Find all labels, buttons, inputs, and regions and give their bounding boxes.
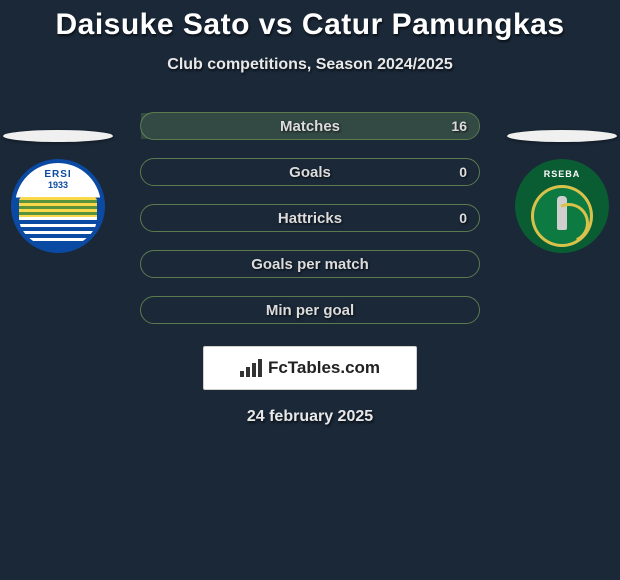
club-badge-left: ERSI 1933 — [11, 159, 105, 253]
generated-date: 24 february 2025 — [0, 408, 620, 426]
club-badge-right-inner — [531, 185, 593, 247]
club-badge-left-waves — [19, 217, 97, 245]
stat-label: Goals per match — [251, 256, 369, 273]
stat-label: Min per goal — [266, 302, 354, 319]
bar-chart-icon — [240, 359, 262, 377]
fctables-link[interactable]: FcTables.com — [203, 346, 417, 390]
club-badge-right: RSEBA — [515, 159, 609, 253]
stat-row-goals: Goals 0 — [140, 158, 480, 186]
stat-label: Hattricks — [278, 210, 342, 227]
player-left-block: ERSI 1933 — [3, 125, 113, 253]
stat-value-right: 0 — [459, 164, 467, 180]
stat-label: Goals — [289, 164, 331, 181]
club-badge-left-stripes — [19, 197, 97, 219]
stat-row-matches: Matches 16 — [140, 112, 480, 140]
page-subtitle: Club competitions, Season 2024/2025 — [0, 56, 620, 74]
stat-label: Matches — [280, 118, 340, 135]
club-badge-left-text: ERSI — [15, 169, 101, 180]
stat-row-hattricks: Hattricks 0 — [140, 204, 480, 232]
club-badge-right-text: RSEBA — [519, 169, 605, 179]
stat-row-gpm: Goals per match — [140, 250, 480, 278]
page-title: Daisuke Sato vs Catur Pamungkas — [0, 0, 620, 42]
player-right-name-pill — [507, 130, 617, 142]
stat-value-right: 16 — [451, 118, 467, 134]
stat-value-right: 0 — [459, 210, 467, 226]
fish-icon — [543, 197, 594, 248]
stat-row-mpg: Min per goal — [140, 296, 480, 324]
club-badge-left-year: 1933 — [15, 180, 101, 190]
stats-list: Matches 16 Goals 0 Hattricks 0 Goals per match… — [140, 112, 480, 324]
fctables-label: FcTables.com — [268, 358, 380, 378]
player-right-block: RSEBA — [507, 125, 617, 253]
player-left-name-pill — [3, 130, 113, 142]
